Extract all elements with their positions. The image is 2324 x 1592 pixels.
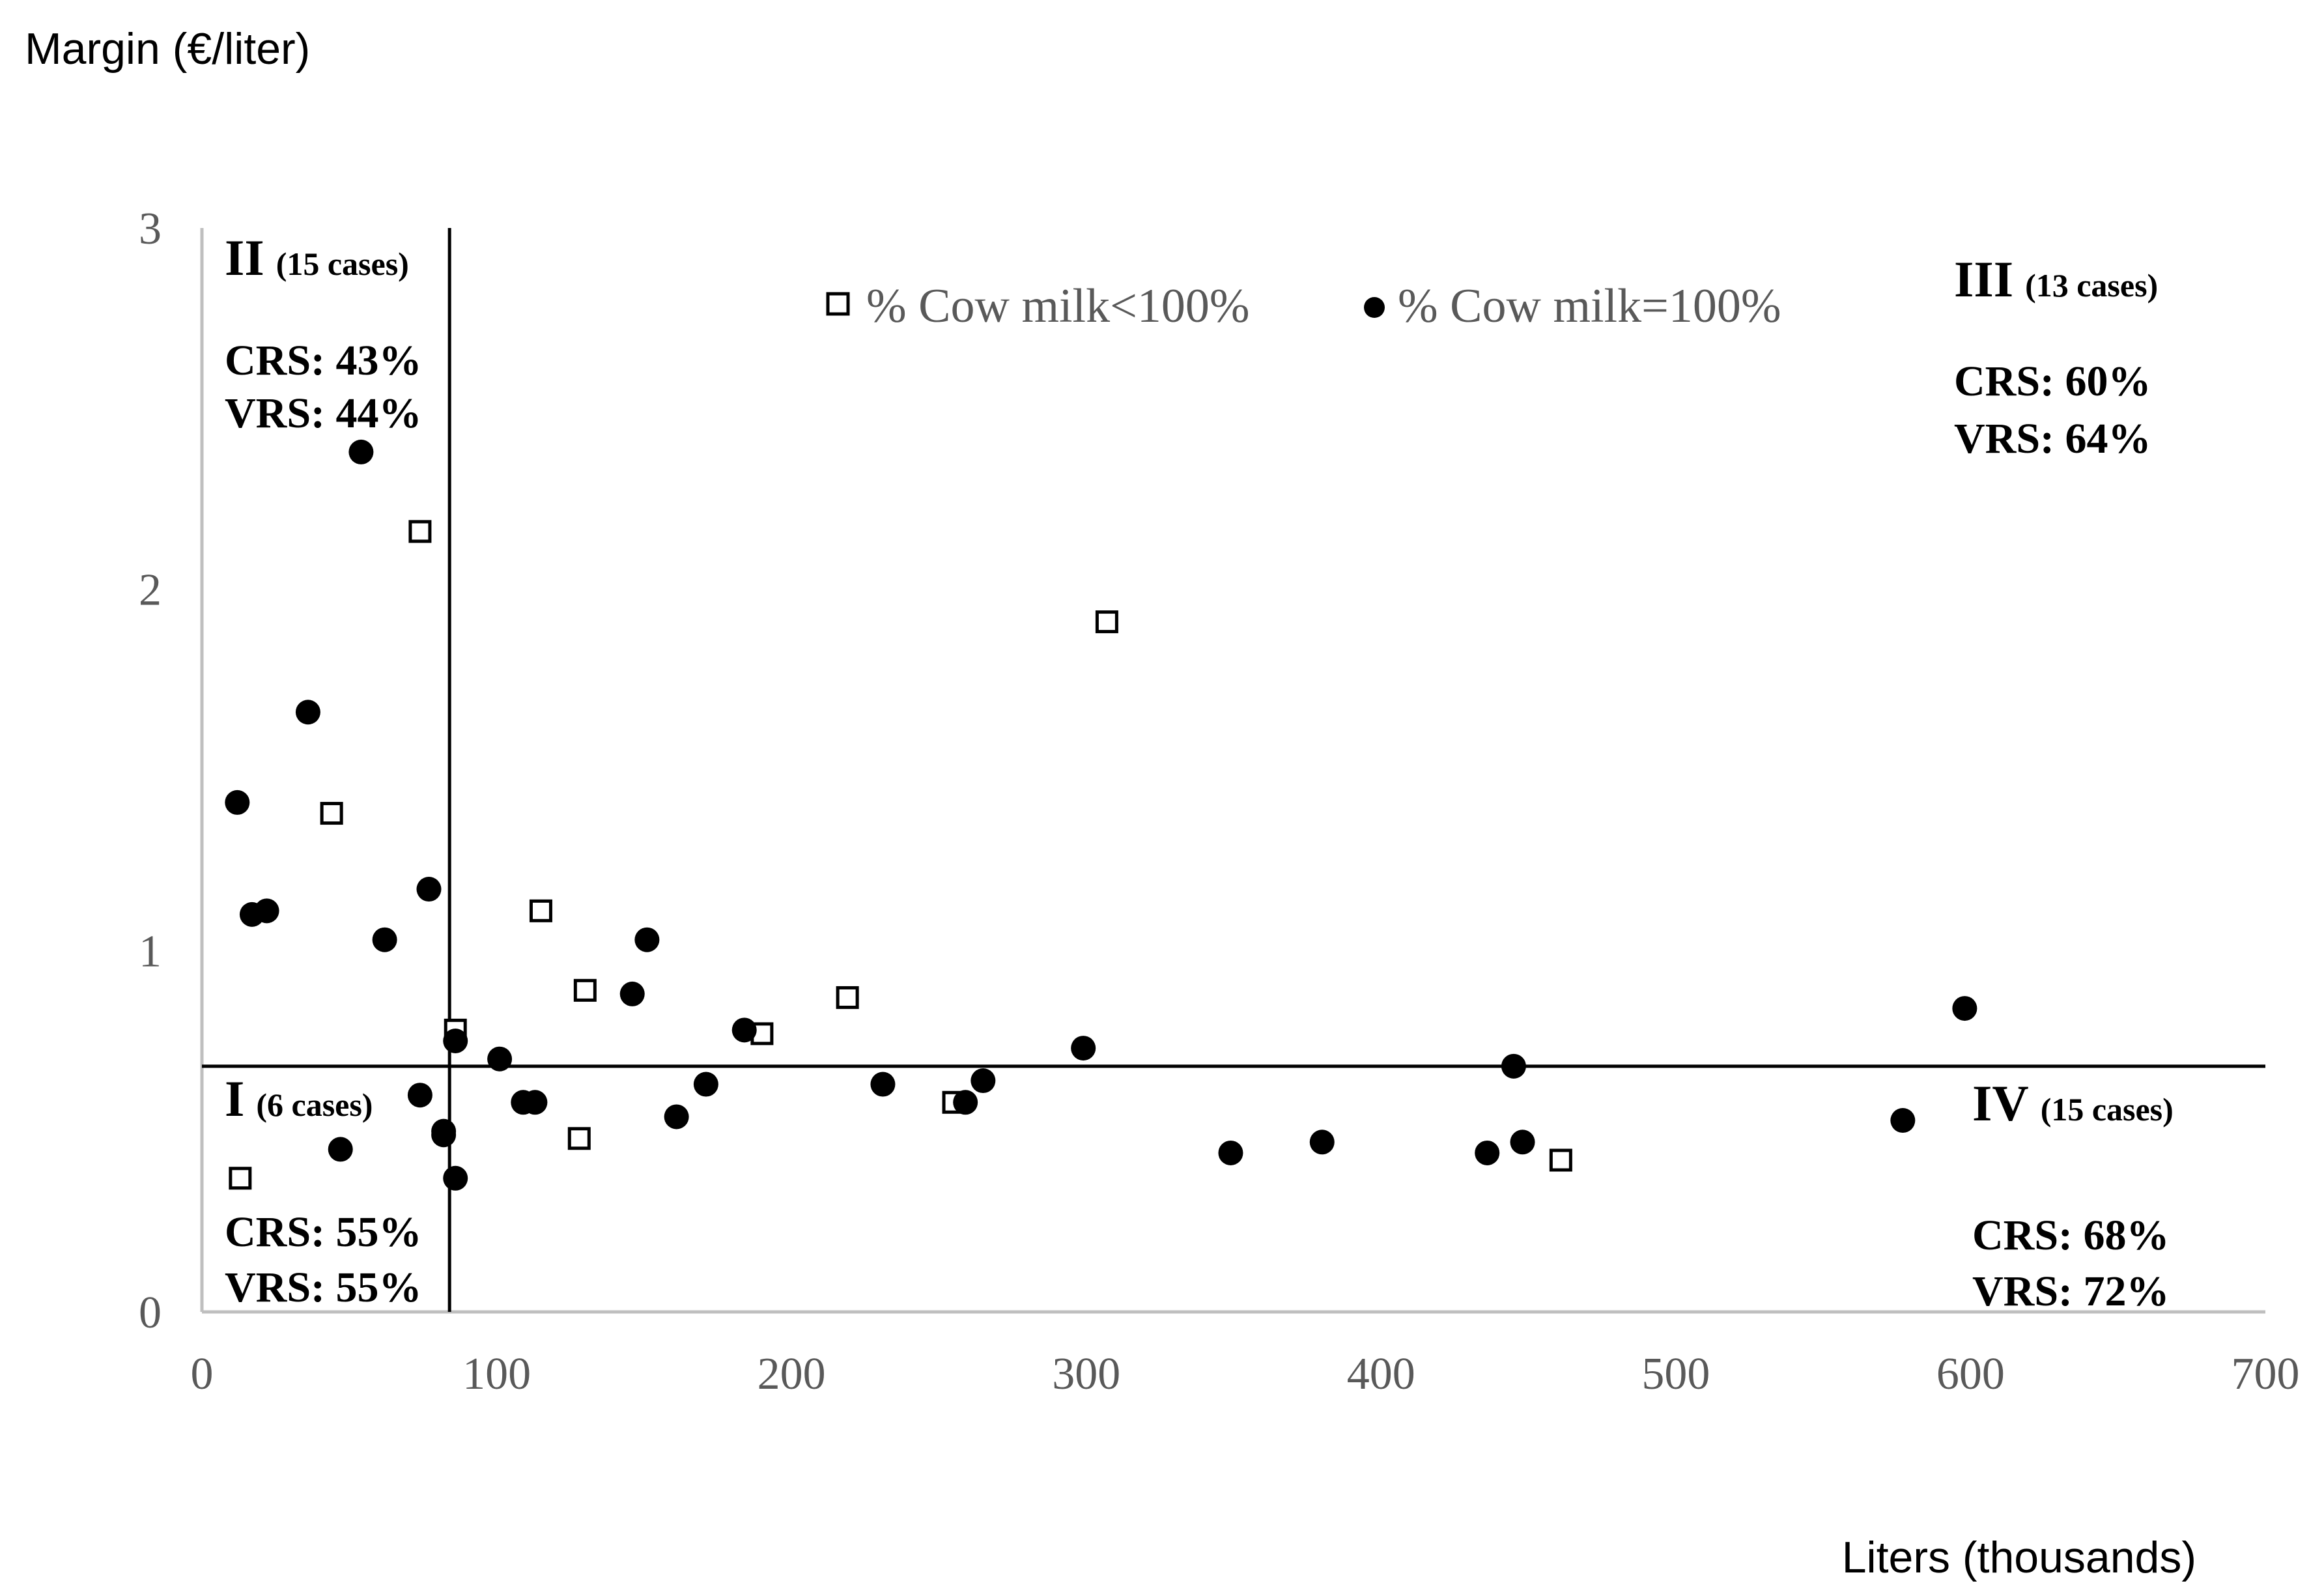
y-tick-label: 0 <box>139 1288 162 1338</box>
data-point-circle <box>522 1090 548 1115</box>
data-point-square <box>1549 1148 1572 1172</box>
data-point-square <box>567 1127 591 1150</box>
data-point-circle <box>619 981 645 1006</box>
data-point-circle <box>971 1068 996 1094</box>
data-point-circle <box>254 898 279 924</box>
legend: % Cow milk<100% % Cow milk=100% <box>826 279 1781 333</box>
x-tick-label: 300 <box>1052 1349 1120 1399</box>
data-point-circle <box>348 439 374 464</box>
y-tick-label: 2 <box>139 565 162 616</box>
quadrant-iv-annotation: IV (15 cases) CRS: 68% VRS: 72% <box>1972 1075 2174 1315</box>
data-point-square <box>836 986 859 1009</box>
quadrant-iii-cases: (13 cases) <box>2025 267 2158 304</box>
legend-square-marker <box>826 292 850 316</box>
quadrant-iii-numeral: III <box>1954 251 2013 307</box>
y-tick-labels: 0 1 2 3 <box>139 204 162 1338</box>
quadrant-ii-annotation: II (15 cases) CRS: 43% VRS: 44% <box>225 229 422 437</box>
axes <box>200 228 2265 1314</box>
data-point-circle <box>487 1046 513 1072</box>
x-tick-label: 0 <box>191 1349 214 1399</box>
data-point-circle <box>1952 996 1977 1021</box>
x-tick-label: 500 <box>1641 1349 1710 1399</box>
y-tick-label: 1 <box>139 926 162 976</box>
legend-circle-marker <box>1364 297 1385 318</box>
quadrant-ii-numeral: II <box>225 229 264 286</box>
data-point-square <box>229 1167 252 1190</box>
svg-text:I (6 cases): I (6 cases) <box>225 1070 373 1127</box>
data-point-circle <box>443 1165 468 1191</box>
data-point-circle <box>328 1137 353 1162</box>
x-tick-label: 700 <box>2232 1349 2300 1399</box>
data-point-circle <box>372 927 397 952</box>
quadrant-i-vrs: VRS: 55% <box>225 1264 422 1311</box>
quadrant-i-cases: (6 cases) <box>256 1087 373 1123</box>
quadrant-ii-crs: CRS: 43% <box>225 337 422 384</box>
quadrant-iv-crs: CRS: 68% <box>1972 1212 2170 1259</box>
svg-text:III (13 cases): III (13 cases) <box>1954 251 2158 307</box>
data-point-circle <box>664 1104 689 1130</box>
data-point-circle <box>634 927 660 952</box>
x-axis-title: Liters (thousands) <box>1842 1533 2196 1582</box>
quadrant-i-crs: CRS: 55% <box>225 1208 422 1256</box>
svg-text:II (15 cases): II (15 cases) <box>225 229 409 286</box>
data-points <box>225 439 1977 1191</box>
data-point-circle <box>431 1122 457 1148</box>
y-tick-label: 3 <box>139 204 162 254</box>
data-point-circle <box>731 1017 757 1043</box>
y-axis-title: Margin (€/liter) <box>25 24 310 74</box>
quadrant-iv-vrs: VRS: 72% <box>1972 1268 2170 1315</box>
data-point-circle <box>295 700 320 725</box>
legend-label-cow-milk-100: % Cow milk=100% <box>1398 279 1781 333</box>
data-point-circle <box>416 877 442 902</box>
data-point-circle <box>870 1072 896 1097</box>
data-point-square <box>320 802 343 825</box>
x-tick-label: 100 <box>462 1349 531 1399</box>
x-tick-label: 600 <box>1936 1349 2005 1399</box>
data-point-circle <box>407 1083 432 1108</box>
svg-text:IV (15 cases): IV (15 cases) <box>1972 1075 2174 1131</box>
data-point-circle <box>1071 1036 1096 1061</box>
data-point-circle <box>953 1090 978 1115</box>
data-point-circle <box>1501 1053 1526 1079</box>
x-tick-label: 400 <box>1347 1349 1415 1399</box>
data-point-circle <box>1510 1130 1535 1155</box>
data-point-circle <box>1890 1108 1916 1133</box>
data-point-circle <box>1218 1140 1243 1165</box>
quadrant-iii-vrs: VRS: 64% <box>1954 415 2151 462</box>
quadrant-iii-annotation: III (13 cases) CRS: 60% VRS: 64% <box>1954 251 2158 462</box>
x-tick-labels: 0 100 200 300 400 500 600 700 <box>191 1349 2300 1399</box>
quadrant-iv-cases: (15 cases) <box>2041 1091 2174 1128</box>
data-point-circle <box>1475 1140 1500 1165</box>
data-point-square <box>573 978 597 1002</box>
data-point-circle <box>693 1072 718 1097</box>
data-point-circle <box>443 1029 468 1053</box>
quadrant-ii-vrs: VRS: 44% <box>225 390 422 437</box>
data-point-circle <box>1309 1130 1335 1155</box>
quadrant-iv-numeral: IV <box>1972 1075 2029 1131</box>
x-tick-label: 200 <box>758 1349 826 1399</box>
quadrant-iii-crs: CRS: 60% <box>1954 358 2151 405</box>
data-point-square <box>529 899 552 922</box>
quadrant-i-numeral: I <box>225 1070 244 1127</box>
data-point-circle <box>225 789 250 815</box>
quadrant-ii-cases: (15 cases) <box>276 246 409 282</box>
quadrant-i-annotation: I (6 cases) CRS: 55% VRS: 55% <box>225 1070 422 1311</box>
legend-label-cow-milk-below-100: % Cow milk<100% <box>866 279 1250 333</box>
data-point-square <box>408 520 432 543</box>
data-point-square <box>1095 610 1118 634</box>
